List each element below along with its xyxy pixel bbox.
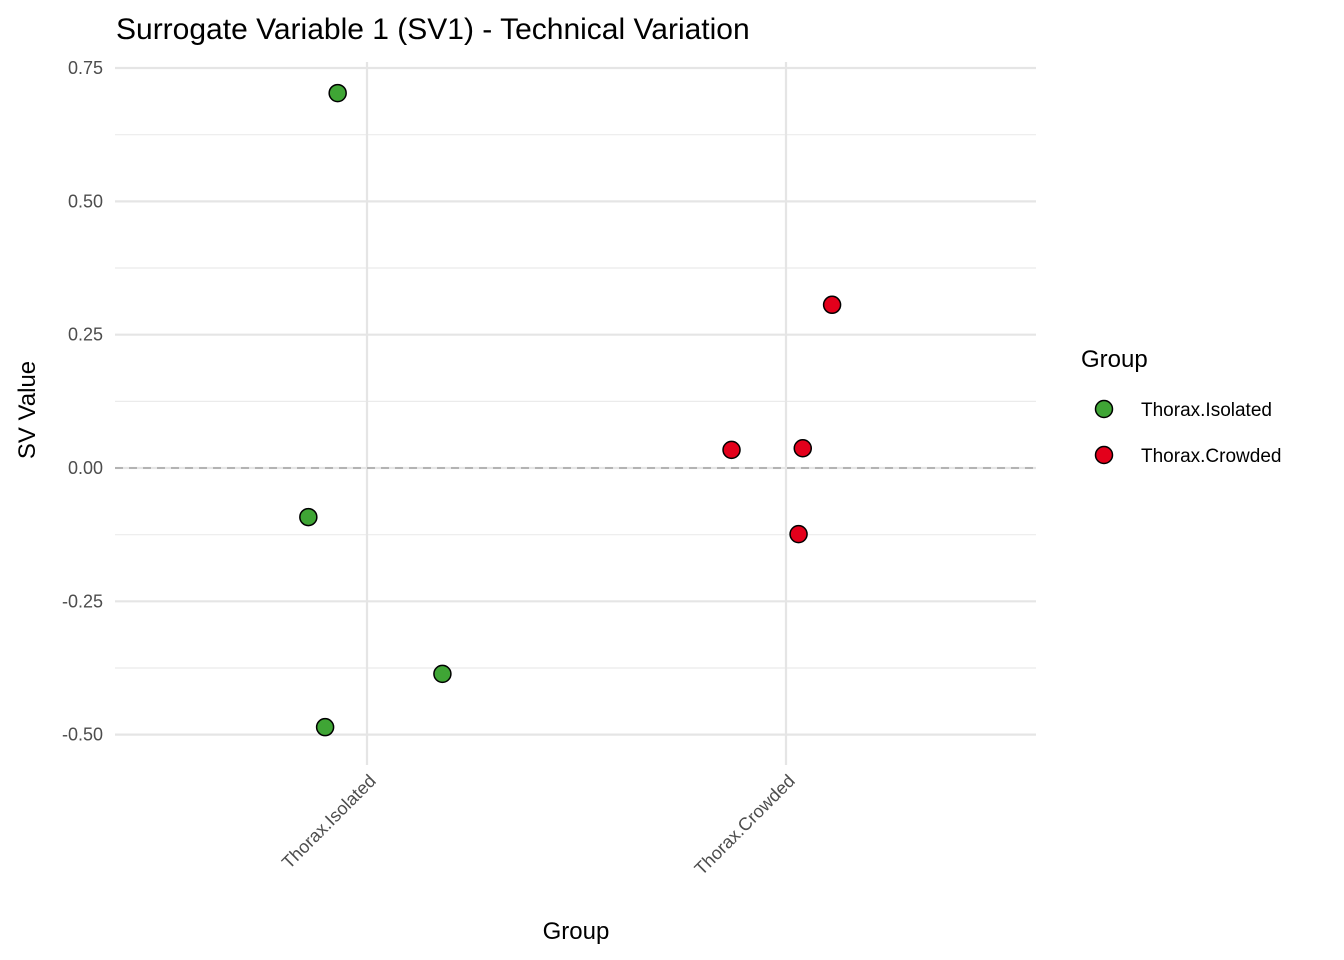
data-point — [822, 295, 842, 315]
y-tick-label: 0.50 — [68, 191, 103, 211]
data-point — [315, 717, 335, 737]
data-point — [328, 83, 347, 103]
legend: Group Thorax.Isolated Thorax.Crowded — [1081, 346, 1281, 467]
x-tick-labels: Thorax.Isolated Thorax.Crowded — [278, 771, 799, 879]
data-point — [433, 664, 452, 684]
y-tick-label: 0.00 — [68, 458, 103, 478]
data-point — [299, 507, 318, 527]
legend-label: Thorax.Isolated — [1141, 400, 1272, 421]
x-tick-label: Thorax.Crowded — [691, 771, 799, 879]
x-axis-title: Group — [543, 918, 610, 945]
y-axis-title: SV Value — [14, 361, 41, 459]
y-tick-label: 0.75 — [68, 58, 103, 78]
grid-lines — [115, 62, 1036, 765]
legend-title: Group — [1081, 346, 1148, 373]
data-point — [793, 439, 813, 458]
legend-key — [1094, 399, 1114, 419]
data-point — [789, 524, 808, 544]
data-point — [722, 440, 741, 460]
data-points — [299, 83, 842, 737]
y-tick-label: 0.25 — [68, 325, 103, 345]
y-tick-labels: -0.50 -0.25 0.00 0.25 0.50 0.75 — [62, 58, 103, 745]
x-tick-label: Thorax.Isolated — [278, 771, 380, 873]
y-tick-label: -0.50 — [62, 725, 103, 745]
legend-label: Thorax.Crowded — [1141, 446, 1281, 467]
legend-key — [1094, 445, 1114, 465]
y-tick-label: -0.25 — [62, 591, 103, 611]
chart-title: Surrogate Variable 1 (SV1) - Technical V… — [116, 13, 750, 46]
